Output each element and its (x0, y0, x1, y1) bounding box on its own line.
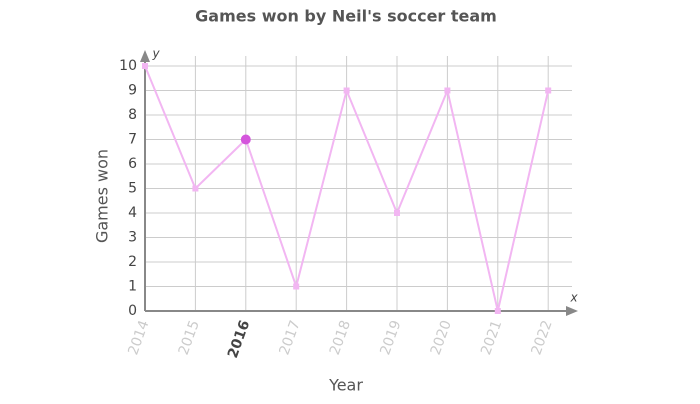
y-tick-label: 6 (128, 156, 137, 172)
chart-title: Games won by Neil's soccer team (195, 7, 497, 26)
y-tick-label: 5 (128, 181, 137, 197)
y-axis-letter: y (151, 47, 160, 61)
highlighted-point (240, 134, 251, 145)
point (394, 210, 400, 216)
y-tick-label: 0 (128, 303, 137, 319)
y-tick-label: 9 (128, 83, 137, 99)
x-tick-label: 2022 (528, 318, 555, 357)
point (142, 63, 148, 69)
x-tick-label: 2017 (276, 318, 303, 357)
y-tick-label: 3 (128, 230, 137, 246)
point (192, 185, 199, 192)
point (293, 283, 300, 290)
x-tick-label: 2021 (478, 318, 505, 357)
point (343, 87, 350, 94)
y-tick-label: 7 (128, 132, 137, 148)
x-tick-label: 2019 (377, 318, 404, 357)
x-tick-label: 2020 (428, 318, 455, 357)
y-tick-label: 8 (128, 107, 137, 123)
y-tick-label: 10 (119, 58, 137, 74)
x-axis-arrow (566, 306, 578, 316)
y-tick-label: 2 (128, 254, 137, 270)
y-tick-label: 1 (128, 279, 137, 295)
x-tick-label: 2018 (327, 318, 354, 357)
x-axis-label: Year (328, 376, 363, 395)
point (545, 87, 552, 94)
y-axis-arrow (140, 50, 150, 62)
x-axis-letter: x (569, 291, 578, 305)
x-tick-label: 2016 (225, 318, 253, 360)
x-tick-label: 2014 (125, 318, 152, 357)
y-axis-label: Games won (93, 149, 112, 243)
point (494, 308, 501, 314)
point (444, 87, 451, 94)
y-tick-label: 4 (128, 205, 137, 221)
x-tick-label: 2015 (176, 318, 203, 357)
